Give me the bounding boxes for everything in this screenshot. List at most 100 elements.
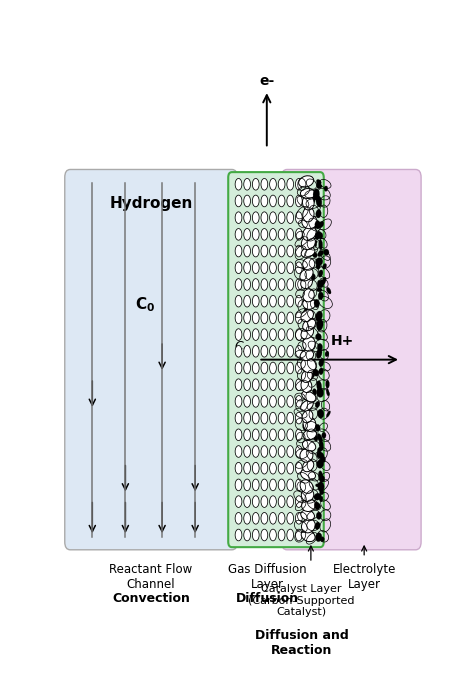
Ellipse shape	[278, 246, 285, 257]
Ellipse shape	[235, 512, 242, 524]
Ellipse shape	[261, 246, 268, 257]
Ellipse shape	[316, 263, 320, 270]
Ellipse shape	[287, 479, 293, 490]
Ellipse shape	[295, 396, 302, 407]
Ellipse shape	[309, 404, 312, 408]
Ellipse shape	[287, 446, 293, 458]
Ellipse shape	[235, 429, 242, 440]
Ellipse shape	[302, 215, 317, 228]
Ellipse shape	[270, 228, 276, 240]
Ellipse shape	[308, 316, 311, 321]
Ellipse shape	[235, 412, 242, 424]
Ellipse shape	[244, 412, 250, 424]
Ellipse shape	[309, 213, 312, 220]
Text: Electrolyte
Layer: Electrolyte Layer	[332, 563, 396, 591]
Ellipse shape	[309, 514, 314, 521]
Ellipse shape	[235, 379, 242, 390]
Ellipse shape	[304, 309, 308, 314]
Ellipse shape	[314, 493, 321, 500]
Ellipse shape	[261, 529, 268, 541]
Ellipse shape	[301, 400, 313, 411]
Ellipse shape	[261, 379, 268, 390]
Ellipse shape	[324, 249, 329, 255]
Text: $C_s$: $C_s$	[234, 340, 249, 355]
Ellipse shape	[307, 441, 311, 447]
Ellipse shape	[316, 512, 321, 519]
Ellipse shape	[235, 178, 242, 190]
Ellipse shape	[252, 446, 259, 458]
Ellipse shape	[235, 195, 242, 206]
Ellipse shape	[270, 178, 276, 190]
Ellipse shape	[278, 362, 285, 374]
Ellipse shape	[304, 474, 307, 479]
Ellipse shape	[302, 423, 307, 431]
Ellipse shape	[301, 309, 313, 322]
Ellipse shape	[244, 379, 250, 390]
Ellipse shape	[252, 479, 259, 490]
Ellipse shape	[244, 195, 250, 206]
Ellipse shape	[252, 496, 259, 508]
Ellipse shape	[295, 446, 302, 458]
Ellipse shape	[287, 195, 293, 206]
Ellipse shape	[295, 529, 302, 541]
Ellipse shape	[261, 412, 268, 424]
Ellipse shape	[302, 196, 314, 210]
Ellipse shape	[295, 379, 302, 390]
Ellipse shape	[307, 348, 311, 355]
Ellipse shape	[317, 434, 322, 442]
Ellipse shape	[261, 479, 268, 490]
Ellipse shape	[317, 381, 320, 386]
Ellipse shape	[270, 496, 276, 508]
Ellipse shape	[303, 416, 316, 431]
Ellipse shape	[252, 212, 259, 224]
Text: H+: H+	[330, 334, 354, 348]
Ellipse shape	[244, 462, 250, 474]
Ellipse shape	[301, 236, 315, 250]
Ellipse shape	[244, 529, 250, 541]
Ellipse shape	[314, 502, 319, 510]
Ellipse shape	[303, 342, 308, 349]
Ellipse shape	[301, 530, 315, 542]
Ellipse shape	[252, 379, 259, 390]
Ellipse shape	[235, 228, 242, 240]
Ellipse shape	[302, 410, 313, 423]
Ellipse shape	[309, 523, 314, 531]
Ellipse shape	[314, 299, 319, 307]
FancyBboxPatch shape	[65, 169, 237, 549]
Ellipse shape	[311, 274, 315, 280]
Ellipse shape	[287, 379, 293, 390]
Text: $\mathbf{C_0}$: $\mathbf{C_0}$	[135, 296, 155, 314]
Ellipse shape	[319, 233, 323, 239]
Ellipse shape	[244, 329, 250, 340]
Ellipse shape	[270, 312, 276, 324]
Ellipse shape	[301, 499, 316, 512]
Ellipse shape	[303, 429, 317, 440]
Ellipse shape	[304, 203, 309, 211]
Ellipse shape	[322, 432, 326, 438]
Ellipse shape	[308, 426, 311, 431]
Ellipse shape	[313, 222, 318, 228]
Ellipse shape	[270, 362, 276, 374]
Ellipse shape	[278, 312, 285, 324]
Ellipse shape	[287, 462, 293, 474]
Ellipse shape	[319, 279, 324, 288]
Ellipse shape	[261, 462, 268, 474]
Ellipse shape	[319, 489, 324, 495]
Ellipse shape	[244, 396, 250, 407]
Ellipse shape	[305, 231, 310, 239]
Ellipse shape	[278, 212, 285, 224]
Ellipse shape	[317, 280, 320, 288]
Ellipse shape	[278, 446, 285, 458]
Ellipse shape	[295, 412, 302, 424]
Ellipse shape	[235, 312, 242, 324]
Ellipse shape	[304, 500, 309, 506]
Ellipse shape	[244, 212, 250, 224]
Ellipse shape	[287, 329, 293, 340]
Ellipse shape	[261, 446, 268, 458]
Ellipse shape	[244, 429, 250, 440]
Ellipse shape	[287, 396, 293, 407]
Ellipse shape	[315, 221, 320, 229]
Ellipse shape	[317, 288, 322, 292]
Ellipse shape	[318, 410, 324, 418]
Ellipse shape	[315, 231, 321, 239]
